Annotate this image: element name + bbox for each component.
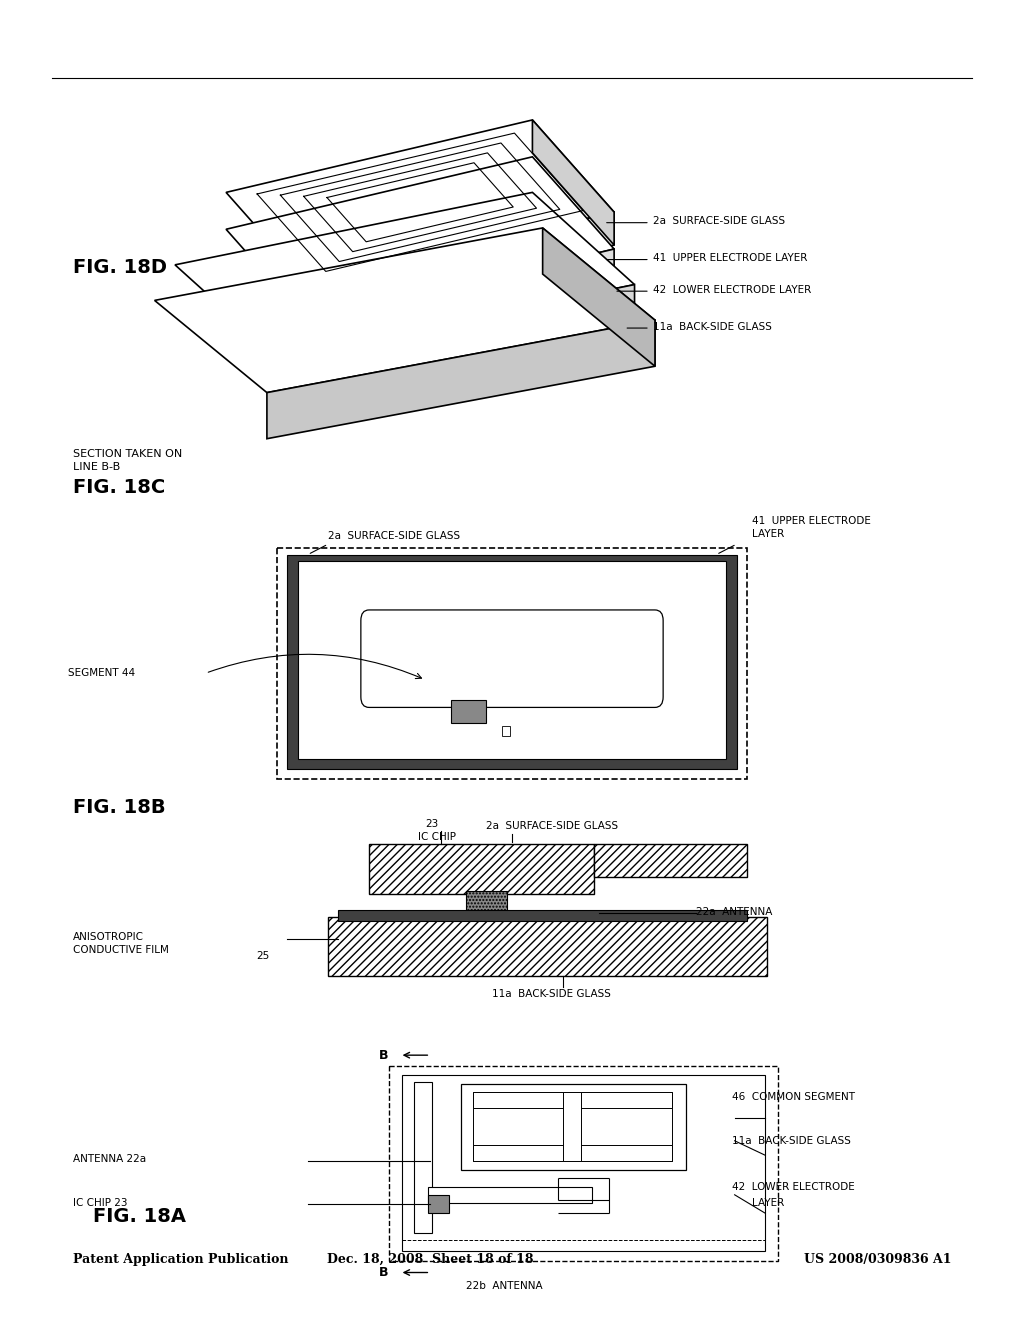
Text: FIG. 18A: FIG. 18A	[93, 1206, 186, 1226]
Text: IC CHIP 23: IC CHIP 23	[73, 1197, 127, 1208]
Bar	[473, 1092, 673, 1107]
Bar	[278, 548, 746, 779]
Polygon shape	[543, 228, 655, 366]
Text: ANISOTROPIC: ANISOTROPIC	[73, 932, 144, 941]
Text: 23: 23	[425, 818, 438, 829]
Polygon shape	[155, 228, 655, 392]
Bar	[414, 1081, 432, 1233]
Bar	[428, 1187, 592, 1203]
Bar	[473, 1092, 673, 1160]
Text: LAYER: LAYER	[752, 1197, 784, 1208]
Text: 25: 25	[257, 952, 270, 961]
Polygon shape	[226, 157, 614, 322]
Polygon shape	[532, 120, 614, 246]
Bar	[288, 554, 736, 770]
Text: 42  LOWER ELECTRODE: 42 LOWER ELECTRODE	[731, 1181, 854, 1192]
Bar	[594, 845, 746, 878]
Polygon shape	[226, 120, 614, 285]
Text: FIG. 18B: FIG. 18B	[73, 799, 166, 817]
Bar	[401, 1074, 765, 1251]
Text: B: B	[379, 1266, 389, 1279]
Text: 2a  SURFACE-SIDE GLASS: 2a SURFACE-SIDE GLASS	[653, 216, 785, 226]
Text: 22a  ANTENNA: 22a ANTENNA	[696, 907, 772, 916]
Text: 42  LOWER ELECTRODE LAYER: 42 LOWER ELECTRODE LAYER	[653, 285, 811, 294]
Text: Dec. 18, 2008  Sheet 18 of 18: Dec. 18, 2008 Sheet 18 of 18	[327, 1253, 534, 1266]
Bar	[369, 845, 594, 895]
Bar	[502, 726, 510, 737]
Text: ANTENNA 22a: ANTENNA 22a	[73, 1154, 146, 1164]
Bar	[563, 1092, 582, 1160]
Text: 22b  ANTENNA: 22b ANTENNA	[466, 1280, 543, 1291]
Polygon shape	[308, 249, 614, 346]
Polygon shape	[278, 285, 635, 380]
Polygon shape	[267, 321, 655, 438]
Bar	[298, 561, 726, 759]
Bar	[461, 1084, 686, 1170]
Text: 2a  SURFACE-SIDE GLASS: 2a SURFACE-SIDE GLASS	[486, 821, 618, 832]
Bar	[389, 1065, 777, 1261]
Text: SECTION TAKEN ON
LINE B-B: SECTION TAKEN ON LINE B-B	[73, 449, 182, 473]
Text: 11a  BACK-SIDE GLASS: 11a BACK-SIDE GLASS	[731, 1135, 851, 1146]
Bar	[466, 891, 507, 920]
Bar	[451, 700, 486, 723]
Text: 41  UPPER ELECTRODE
LAYER: 41 UPPER ELECTRODE LAYER	[752, 516, 870, 539]
Text: 46  COMMON SEGMENT: 46 COMMON SEGMENT	[731, 1093, 855, 1102]
Text: 11a  BACK-SIDE GLASS: 11a BACK-SIDE GLASS	[492, 989, 610, 999]
Text: US 2008/0309836 A1: US 2008/0309836 A1	[804, 1253, 951, 1266]
Text: 41  UPPER ELECTRODE LAYER: 41 UPPER ELECTRODE LAYER	[653, 253, 807, 263]
Bar	[338, 911, 746, 921]
Text: 11a  BACK-SIDE GLASS: 11a BACK-SIDE GLASS	[653, 322, 772, 331]
Polygon shape	[308, 213, 614, 318]
Bar	[328, 917, 767, 975]
Text: CONDUCTIVE FILM: CONDUCTIVE FILM	[73, 945, 169, 954]
Text: FIG. 18D: FIG. 18D	[73, 259, 167, 277]
Bar	[473, 1144, 673, 1160]
Text: FIG. 18C: FIG. 18C	[73, 478, 165, 498]
Polygon shape	[175, 193, 635, 356]
Text: IC CHIP: IC CHIP	[418, 832, 456, 842]
Text: Patent Application Publication: Patent Application Publication	[73, 1253, 289, 1266]
Text: 2a  SURFACE-SIDE GLASS: 2a SURFACE-SIDE GLASS	[328, 532, 461, 541]
Bar	[428, 1195, 449, 1213]
Text: B: B	[379, 1048, 389, 1061]
Text: SEGMENT 44: SEGMENT 44	[68, 668, 135, 678]
